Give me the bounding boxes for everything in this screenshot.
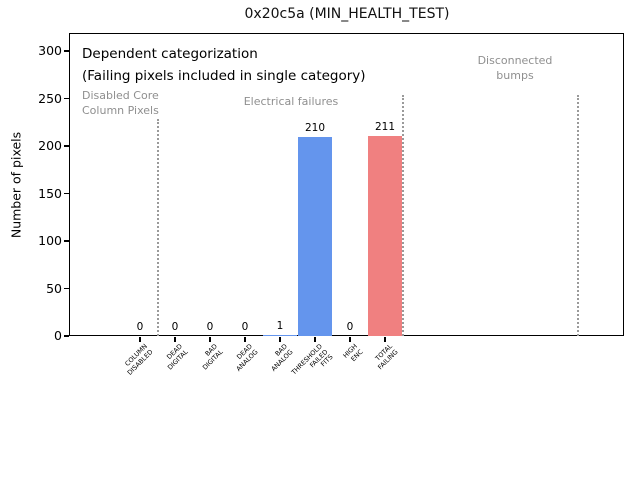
y-tick-mark	[64, 192, 69, 195]
bar-value-label: 1	[276, 320, 284, 332]
bar-value-label: 0	[241, 321, 249, 333]
x-tick-mark	[314, 336, 316, 342]
annotation-electrical-failures: Electrical failures	[243, 95, 339, 108]
group-separator-line	[576, 95, 579, 336]
annotation-disabled-core-column-pixels: Disabled Core Column Pixels	[82, 89, 159, 117]
x-tick-mark	[244, 336, 246, 342]
x-tick-mark	[384, 336, 386, 342]
y-tick-label: 300	[38, 43, 62, 58]
bar-total-failing	[368, 135, 402, 336]
y-tick-label: 200	[38, 138, 62, 153]
y-tick-label: 0	[54, 328, 62, 343]
y-tick-label: 150	[38, 185, 62, 201]
bar-bad-analog	[263, 335, 297, 336]
plot-area	[69, 33, 624, 336]
x-tick-mark	[174, 336, 176, 342]
bar-value-label: 0	[136, 321, 144, 333]
bar-value-label: 210	[304, 121, 326, 134]
y-tick-label: 100	[38, 233, 62, 248]
y-tick-label: 50	[46, 280, 62, 296]
bar-value-label: 0	[346, 321, 354, 333]
x-tick-mark	[209, 336, 211, 342]
bar-value-label: 0	[171, 321, 179, 333]
y-tick-mark	[64, 335, 69, 337]
annotation-failing-note: (Failing pixels included in single categ…	[82, 68, 366, 84]
chart-title: 0x20c5a (MIN_HEALTH_TEST)	[244, 6, 450, 22]
group-separator-line	[401, 95, 404, 336]
annotation-disconnected-bumps: Disconnected bumps	[477, 54, 553, 82]
x-tick-mark	[349, 336, 351, 342]
group-separator-line	[156, 119, 159, 336]
y-tick-mark	[64, 145, 69, 147]
y-tick-label: 250	[38, 90, 62, 106]
y-tick-mark	[64, 240, 69, 242]
annotation-dependent-categorization: Dependent categorization	[82, 46, 258, 62]
y-tick-mark	[64, 50, 69, 52]
bar-value-label: 0	[206, 321, 214, 333]
x-tick-mark	[279, 336, 281, 342]
x-tick-mark	[139, 336, 141, 342]
bar-value-label: 211	[374, 120, 396, 133]
y-tick-mark	[64, 97, 69, 100]
y-tick-mark	[64, 287, 69, 290]
bar-threshold-failed-fits	[298, 136, 332, 336]
